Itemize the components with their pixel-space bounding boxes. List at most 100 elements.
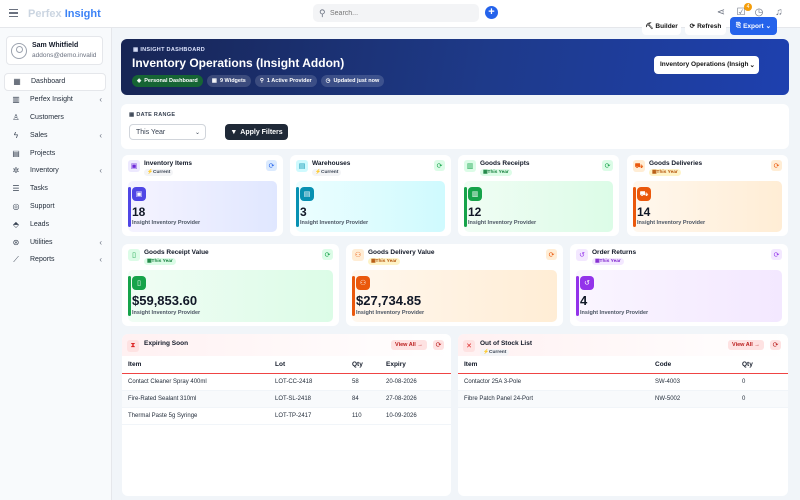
chevron-left-icon: ‹ (99, 255, 102, 265)
sidebar-item-leads[interactable]: ⬘ Leads (4, 215, 106, 233)
widget-value: 3 (300, 205, 307, 219)
document-icon: ▯ (128, 249, 140, 261)
view-all-button[interactable]: View All → (728, 340, 764, 350)
sidebar-item-projects[interactable]: ▤ Projects (4, 144, 106, 162)
widget-provider: Insight Inventory Provider (132, 310, 201, 316)
refresh-icon[interactable]: ⟳ (266, 160, 277, 171)
widget-value: 12 (468, 205, 482, 219)
widget-value: $27,734.85 (356, 293, 422, 308)
badge-current: ⚡ Current (480, 349, 510, 356)
receipt-icon: ▥ (468, 187, 482, 201)
badge-this-year: ▦ This Year (649, 169, 681, 176)
user-card[interactable]: Sam Whitfield addons@demo.invalid (6, 36, 103, 65)
badge-this-year: ▦ This Year (592, 258, 624, 265)
refresh-icon[interactable]: ⟳ (322, 249, 333, 260)
widget-title: Inventory Items (144, 160, 193, 167)
widget-title: Order Returns (592, 249, 637, 256)
sidebar-item-inventory[interactable]: ✲ Inventory ‹ (4, 162, 106, 180)
column-header: Item (458, 357, 649, 374)
search-box[interactable]: ⚲ (313, 4, 479, 22)
filter-icon: ▼ (230, 128, 238, 136)
widget-goods-receipt-value: ▯ Goods Receipt Value ▦ This Year ⟳ ▯ $5… (122, 244, 339, 326)
widget-value: $59,853.60 (132, 293, 198, 308)
box-icon: ▣ (128, 160, 140, 172)
chevron-down-icon: ⌄ (749, 62, 755, 69)
builder-button[interactable]: ⛏ Builder (642, 17, 681, 35)
date-range-label: ▦ DATE RANGE (129, 112, 176, 118)
widget-body: ▥ 12 Insight Inventory Provider (464, 181, 613, 232)
view-all-button[interactable]: View All → (391, 340, 427, 350)
refresh-icon[interactable]: ⟳ (433, 340, 444, 350)
widget-value: 14 (637, 205, 651, 219)
sidebar-item-dashboard[interactable]: ▦ Dashboard (4, 73, 106, 91)
dashboard-header: ▦ INSIGHT DASHBOARD Inventory Operations… (121, 39, 789, 95)
search-input[interactable] (330, 6, 470, 20)
bell-icon[interactable]: ♫ (775, 7, 783, 18)
apply-filters-button[interactable]: ▼ Apply Filters (225, 124, 288, 140)
box-icon: ▣ (132, 187, 146, 201)
column-header: Lot (269, 357, 346, 374)
table-row: Contact Cleaner Spray 400ml LOT-CC-2418 58… (122, 373, 451, 391)
refresh-icon[interactable]: ⟳ (771, 249, 782, 260)
sidebar-item-sales[interactable]: ϟ Sales ‹ (4, 126, 106, 144)
widget-title: Goods Receipts (480, 160, 530, 167)
receipt-icon: ▥ (464, 160, 476, 172)
sidebar-item-utilities[interactable]: ⊛ Utilities ‹ (4, 233, 106, 251)
refresh-icon[interactable]: ⟳ (771, 160, 782, 171)
badge-this-year: ▦ This Year (144, 258, 176, 265)
chevron-left-icon: ‹ (99, 130, 102, 140)
sidebar: Sam Whitfield addons@demo.invalid ▦ Dashb… (0, 28, 112, 500)
badge-this-year: ▦ This Year (368, 258, 400, 265)
sidebar-item-perfex-insight[interactable]: ▥ Perfex Insight ‹ (4, 91, 106, 109)
filter-bar: ▦ DATE RANGE This Year ⌄ ▼ Apply Filters (121, 104, 789, 149)
badge-current: ⚡ Current (312, 169, 342, 176)
export-button[interactable]: ⎘ Export ⌄ (730, 17, 777, 35)
share-icon[interactable]: ⋖ (716, 7, 726, 18)
clock-icon[interactable]: ◷ (754, 7, 764, 18)
user-icon: ♙ (12, 112, 20, 122)
chevron-left-icon: ‹ (99, 237, 102, 247)
user-name: Sam Whitfield (32, 42, 79, 49)
widget-value: 4 (580, 293, 588, 308)
menu-icon[interactable] (9, 9, 18, 17)
refresh-icon[interactable]: ⟳ (770, 340, 781, 350)
sidebar-item-support[interactable]: ◎ Support (4, 198, 106, 216)
date-range-select[interactable]: This Year ⌄ (129, 124, 206, 140)
card-title: Out of Stock List (480, 340, 532, 347)
badge-this-year: ▦ This Year (480, 169, 512, 176)
widget-title: Warehouses (312, 160, 351, 167)
widget-provider: Insight Inventory Provider (468, 220, 537, 226)
widget-goods-delivery-value: ⚇ Goods Delivery Value ▦ This Year ⟳ ⚇ $… (346, 244, 563, 326)
widget-provider: Insight Inventory Provider (356, 310, 425, 316)
refresh-button[interactable]: ⟳ Refresh (685, 17, 726, 35)
sidebar-item-reports[interactable]: ⟋ Reports ‹ (4, 251, 106, 269)
return-icon: ↺ (576, 249, 588, 261)
widget-body: ▣ 18 Insight Inventory Provider (128, 181, 277, 232)
chevron-left-icon: ‹ (99, 166, 102, 176)
sidebar-item-tasks[interactable]: ☰ Tasks (4, 180, 106, 198)
widget-title: Goods Delivery Value (368, 249, 435, 256)
refresh-icon[interactable]: ⟳ (434, 160, 445, 171)
dashboard-select[interactable]: Inventory Operations (Insigh ⌄ (654, 56, 759, 74)
page-title: Inventory Operations (Insight Addon) (132, 56, 345, 70)
sidebar-item-customers[interactable]: ♙ Customers (4, 109, 106, 127)
widget-body: ⛟ 14 Insight Inventory Provider (633, 181, 782, 232)
card-title: Expiring Soon (144, 340, 189, 347)
chart-line-icon: ▤ (12, 148, 20, 158)
refresh-icon[interactable]: ⟳ (546, 249, 557, 260)
document-icon: ▯ (132, 276, 146, 290)
add-button[interactable]: + (485, 6, 498, 19)
chevron-down-icon: ⌄ (765, 23, 772, 30)
logo[interactable]: Perfex Insight (28, 8, 101, 20)
widget-order-returns: ↺ Order Returns ▦ This Year ⟳ ↺ 4 Insigh… (570, 244, 788, 326)
layers-icon: ◈ (137, 78, 142, 84)
user-email: addons@demo.invalid (32, 52, 97, 59)
expiring-soon-card: ⧗ Expiring Soon View All → ⟳ Item Lot Qt… (122, 334, 451, 496)
sidebar-nav: ▦ Dashboard ▥ Perfex Insight ‹ ♙ Customers ϟ… (4, 73, 106, 269)
header-chips: ◈ Personal Dashboard ▦ 9 Widgets ⚲ 1 Active… (132, 75, 385, 87)
widget-title: Goods Receipt Value (144, 249, 209, 256)
truck-icon: ⛟ (637, 187, 651, 201)
refresh-icon[interactable]: ⟳ (602, 160, 613, 171)
tasks-check-icon[interactable]: ☑ (736, 7, 746, 18)
widget-provider: Insight Inventory Provider (132, 220, 201, 226)
